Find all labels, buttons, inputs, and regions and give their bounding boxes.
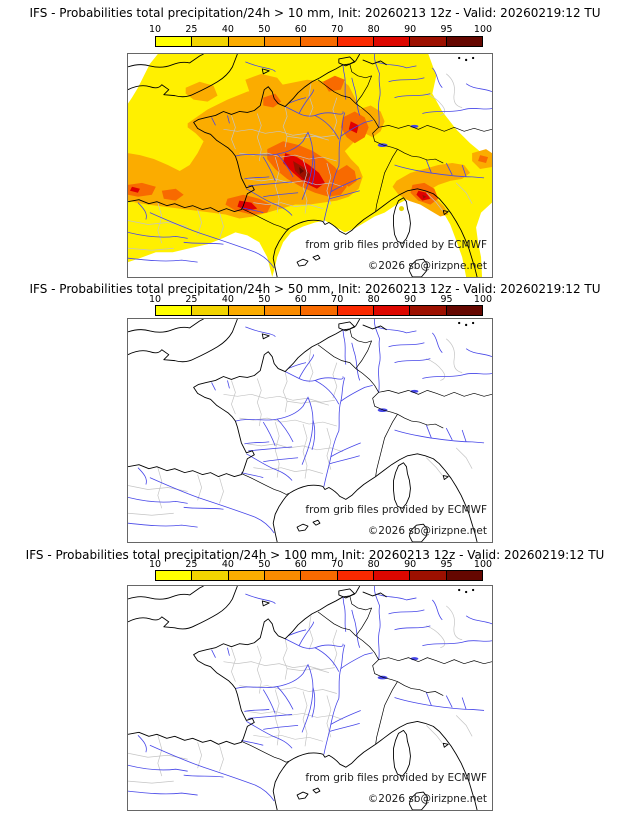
colorbar-segment (410, 571, 447, 580)
colorbar-segment (264, 306, 302, 315)
colorbar-tick-label: 60 (294, 294, 307, 305)
colorbar-tick-label: 95 (440, 294, 453, 305)
colorbar-tick-label: 40 (221, 294, 234, 305)
colorbar-tick-label: 100 (473, 294, 493, 305)
colorbar-segment (264, 571, 302, 580)
panel-3-title: IFS - Probabilities total precipitation/… (25, 548, 605, 562)
colorbar-tick-label: 100 (473, 559, 493, 570)
colorbar-tick-label: 50 (258, 559, 271, 570)
colorbar-tick-label: 40 (221, 24, 234, 35)
colorbar-tick-label: 90 (404, 559, 417, 570)
colorbar-tick-label: 80 (367, 24, 380, 35)
colorbar-segment (156, 571, 193, 580)
colorbar-tick-label: 80 (367, 559, 380, 570)
panel-1-colorbar-ticks: 10 25 40 50 60 70 80 90 95 100 (149, 24, 492, 35)
colorbar-segment (301, 306, 338, 315)
colorbar-segment (156, 37, 193, 46)
colorbar-segment (410, 37, 447, 46)
colorbar-tick-label: 40 (221, 559, 234, 570)
colorbar-tick-label: 70 (331, 559, 344, 570)
colorbar-tick-label: 70 (331, 294, 344, 305)
colorbar-segment (192, 571, 229, 580)
colorbar-tick-label: 70 (331, 24, 344, 35)
colorbar-segment (228, 571, 265, 580)
colorbar-segment (301, 571, 338, 580)
colorbar-tick-label: 90 (404, 24, 417, 35)
map-image-10mm (128, 54, 492, 277)
panel-2-colorbar (155, 305, 483, 316)
colorbar-tick-label: 60 (294, 24, 307, 35)
map-image-100mm (128, 586, 492, 810)
colorbar-segment (373, 571, 411, 580)
ecmwf-credit: from grib files provided by ECMWF (305, 239, 487, 251)
panel-2-map: from grib files provided by ECMWF ©2026 … (127, 318, 493, 543)
colorbar-tick-label: 50 (258, 24, 271, 35)
colorbar-segment (228, 306, 265, 315)
colorbar-tick-label: 80 (367, 294, 380, 305)
copyright-note: ©2026 sb@irizpne.net (367, 260, 487, 272)
colorbar-segment (446, 37, 482, 46)
colorbar-tick-label: 95 (440, 24, 453, 35)
colorbar-segment (337, 37, 374, 46)
map-image-50mm (128, 319, 492, 542)
colorbar-segment (264, 37, 302, 46)
panel-1-title: IFS - Probabilities total precipitation/… (29, 6, 601, 20)
colorbar-tick-label: 100 (473, 24, 493, 35)
colorbar-tick-label: 10 (148, 24, 162, 35)
colorbar-tick-label: 25 (185, 24, 198, 35)
colorbar-segment (301, 37, 338, 46)
colorbar-segment (446, 306, 482, 315)
copyright-note: ©2026 sb@irizpne.net (367, 793, 487, 805)
colorbar-tick-label: 60 (294, 559, 307, 570)
colorbar-segment (446, 571, 482, 580)
colorbar-segment (192, 37, 229, 46)
colorbar-segment (373, 37, 411, 46)
colorbar-tick-label: 25 (185, 559, 198, 570)
colorbar-segment (337, 306, 374, 315)
ecmwf-credit: from grib files provided by ECMWF (305, 504, 487, 516)
colorbar-segment (228, 37, 265, 46)
panel-2-colorbar-ticks: 10 25 40 50 60 70 80 90 95 100 (149, 294, 492, 305)
colorbar-tick-label: 10 (148, 559, 162, 570)
colorbar-tick-label: 10 (148, 294, 162, 305)
colorbar-tick-label: 90 (404, 294, 417, 305)
colorbar-segment (337, 571, 374, 580)
colorbar-segment (373, 306, 411, 315)
colorbar-segment (192, 306, 229, 315)
panel-3-colorbar (155, 570, 483, 581)
panel-3-colorbar-ticks: 10 25 40 50 60 70 80 90 95 100 (149, 559, 492, 570)
colorbar-tick-label: 25 (185, 294, 198, 305)
colorbar-segment (410, 306, 447, 315)
colorbar-tick-label: 50 (258, 294, 271, 305)
panel-1-colorbar (155, 36, 483, 47)
panel-3-map: from grib files provided by ECMWF ©2026 … (127, 585, 493, 811)
copyright-note: ©2026 sb@irizpne.net (367, 525, 487, 537)
panel-1-map: from grib files provided by ECMWF ©2026 … (127, 53, 493, 278)
colorbar-segment (156, 306, 193, 315)
colorbar-tick-label: 95 (440, 559, 453, 570)
panel-2-title: IFS - Probabilities total precipitation/… (29, 282, 601, 296)
ecmwf-credit: from grib files provided by ECMWF (305, 772, 487, 784)
